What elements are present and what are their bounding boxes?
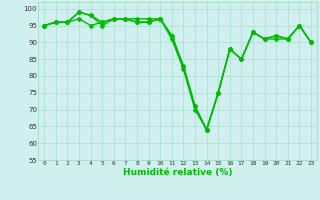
- X-axis label: Humidité relative (%): Humidité relative (%): [123, 168, 232, 177]
